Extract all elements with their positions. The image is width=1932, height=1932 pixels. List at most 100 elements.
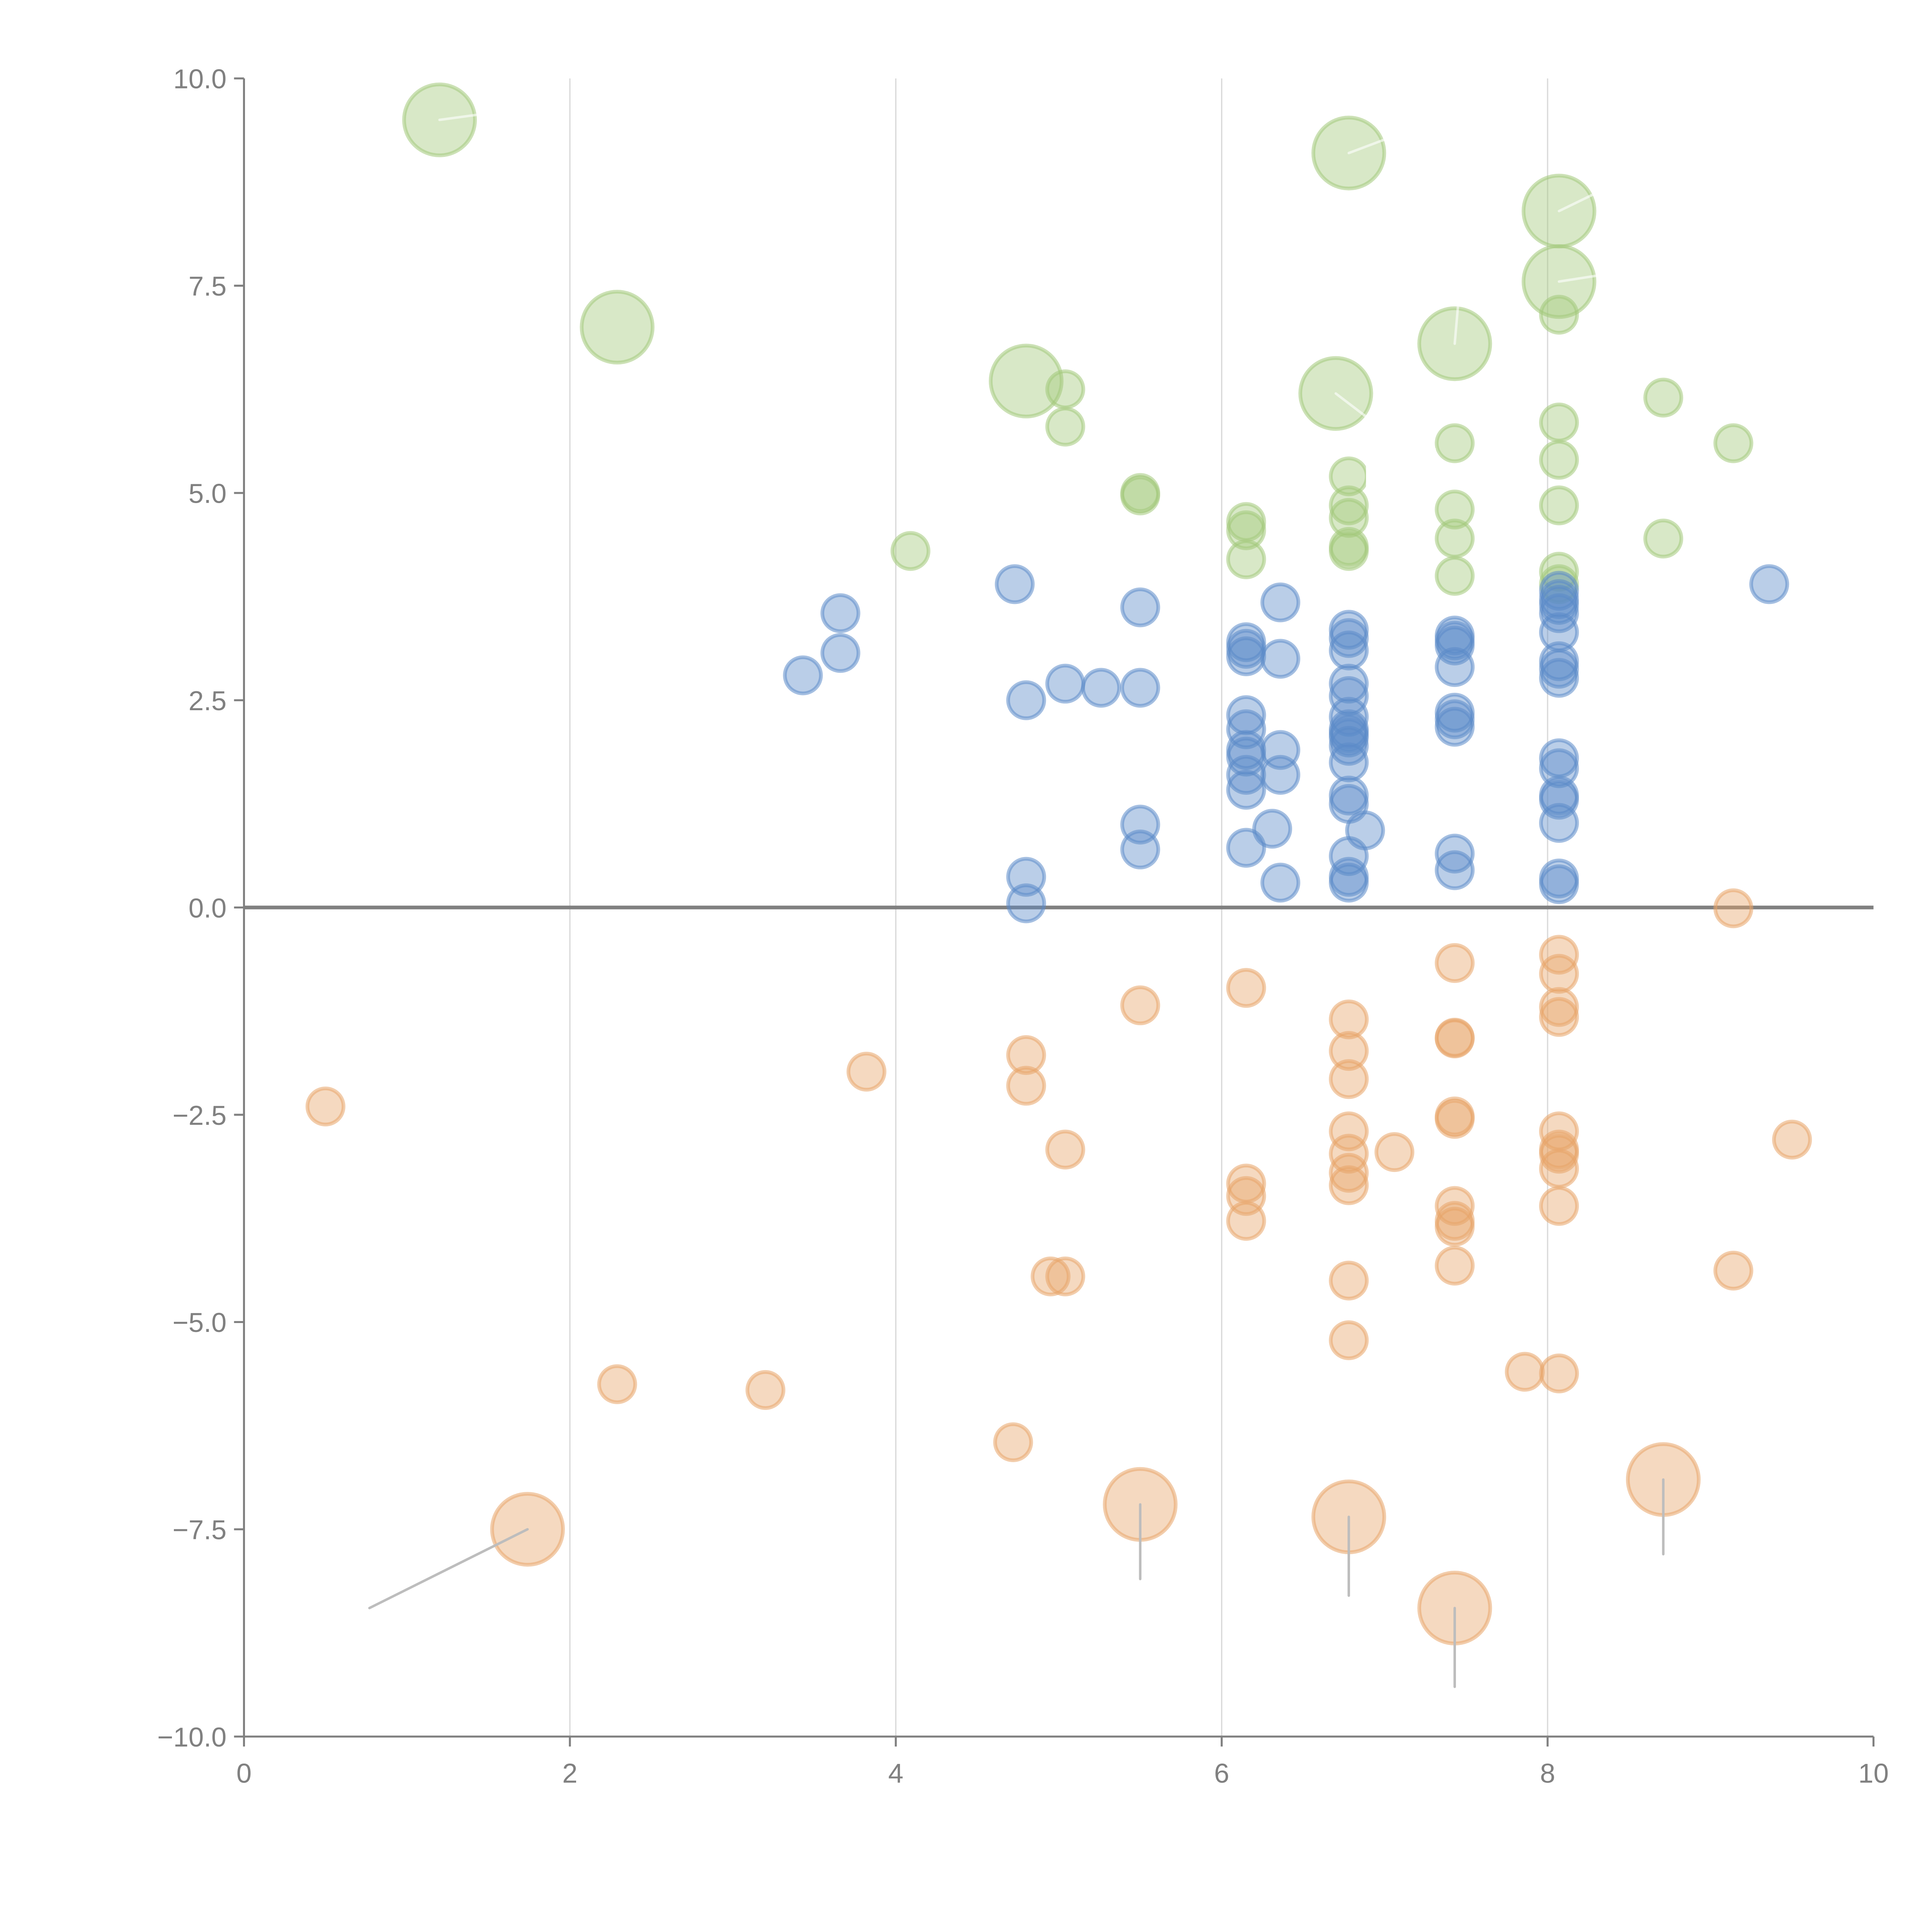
data-point <box>1435 850 1475 890</box>
data-point <box>820 593 861 633</box>
data-point <box>1345 810 1385 850</box>
data-point <box>1226 636 1266 677</box>
data-point <box>1435 647 1475 687</box>
data-point <box>1329 1165 1369 1205</box>
data-point <box>1329 742 1369 782</box>
annotation-label: B <box>1440 1686 1469 1736</box>
x-tick-label: 6 <box>1214 1758 1229 1789</box>
data-point <box>993 1422 1033 1463</box>
data-point <box>1435 626 1475 666</box>
data-point <box>1226 968 1266 1008</box>
data-point <box>1772 1119 1812 1160</box>
data-point <box>1539 803 1579 843</box>
annotation-leader-line <box>1334 392 1402 445</box>
data-point <box>1539 954 1579 994</box>
data-point <box>1539 294 1579 335</box>
annotation-leader-line <box>1558 274 1598 283</box>
data-point <box>1539 997 1579 1037</box>
data-point <box>1226 1201 1266 1241</box>
data-point <box>1260 639 1301 679</box>
data-point <box>1081 668 1121 708</box>
data-point <box>1226 510 1266 550</box>
data-point <box>1260 582 1301 622</box>
data-point <box>1260 755 1301 795</box>
data-point <box>1120 668 1160 708</box>
data-point <box>1329 456 1369 497</box>
data-point <box>1539 748 1579 788</box>
data-point <box>1226 755 1266 795</box>
data-point <box>1539 649 1579 689</box>
data-point <box>1435 707 1475 747</box>
data-point <box>890 531 930 571</box>
data-point <box>1006 1066 1046 1106</box>
y-tick-label: −2.5 <box>172 1100 226 1131</box>
data-point <box>783 655 823 696</box>
data-point <box>1329 1059 1369 1099</box>
annotation-leader-line <box>1347 135 1394 155</box>
series-green <box>402 82 1753 604</box>
data-point <box>1045 1129 1085 1170</box>
data-point <box>1435 943 1475 983</box>
data-point <box>1539 987 1579 1027</box>
data-point <box>1329 485 1369 526</box>
data-point <box>989 344 1064 418</box>
data-point <box>597 1364 637 1404</box>
data-point <box>1226 539 1266 579</box>
data-point <box>1539 864 1579 905</box>
data-point <box>1435 556 1475 596</box>
y-tick-label: −5.0 <box>172 1308 226 1338</box>
data-point <box>1329 1320 1369 1361</box>
data-point <box>1006 883 1046 923</box>
data-point <box>745 1370 786 1410</box>
y-tick-label: −7.5 <box>172 1515 226 1546</box>
x-tick-label: 4 <box>888 1758 903 1789</box>
data-point <box>1329 531 1369 571</box>
data-point <box>1226 770 1266 810</box>
data-point <box>1329 999 1369 1039</box>
annotation-label: MN <box>1366 442 1435 493</box>
y-tick-label: 10.0 <box>173 64 226 95</box>
data-point <box>1120 985 1160 1026</box>
data-point <box>1539 1134 1579 1174</box>
data-point <box>1120 829 1160 869</box>
data-point <box>1329 498 1369 538</box>
data-point <box>1329 1111 1369 1151</box>
data-point <box>1643 519 1684 559</box>
data-point <box>1329 862 1369 903</box>
data-point <box>1031 1256 1071 1296</box>
data-point <box>1643 378 1684 418</box>
annotation-label: D <box>1333 1595 1365 1645</box>
data-point <box>305 1086 345 1127</box>
data-point <box>1435 519 1475 559</box>
data-point <box>1539 1353 1579 1393</box>
data-point <box>1539 1148 1579 1189</box>
data-point <box>1006 680 1046 720</box>
series-blue <box>783 564 1789 923</box>
data-point <box>1539 485 1579 526</box>
data-point <box>1045 406 1085 447</box>
y-tick-label: 0.0 <box>189 893 227 923</box>
data-point <box>1045 369 1085 410</box>
data-point <box>995 564 1035 604</box>
y-tick-label: 7.5 <box>189 271 227 302</box>
data-point <box>820 633 861 673</box>
data-point <box>1045 663 1085 704</box>
annotation-leader-line <box>1558 191 1598 213</box>
data-point <box>1045 1256 1085 1296</box>
data-point <box>1435 1019 1475 1059</box>
data-point <box>1006 1035 1046 1075</box>
data-point <box>1226 709 1266 749</box>
data-point <box>1435 1186 1475 1226</box>
y-tick-label: 5.0 <box>189 479 227 509</box>
data-point <box>580 289 655 365</box>
data-point <box>1120 587 1160 628</box>
x-tick-label: 2 <box>562 1758 577 1789</box>
series-orange <box>305 888 1812 1646</box>
annotation-leader-line <box>1453 305 1459 345</box>
annotation-leader-line <box>368 1528 529 1609</box>
data-point <box>1329 630 1369 670</box>
data-point <box>1252 809 1293 849</box>
data-point <box>1713 423 1753 463</box>
data-point <box>1435 490 1475 530</box>
